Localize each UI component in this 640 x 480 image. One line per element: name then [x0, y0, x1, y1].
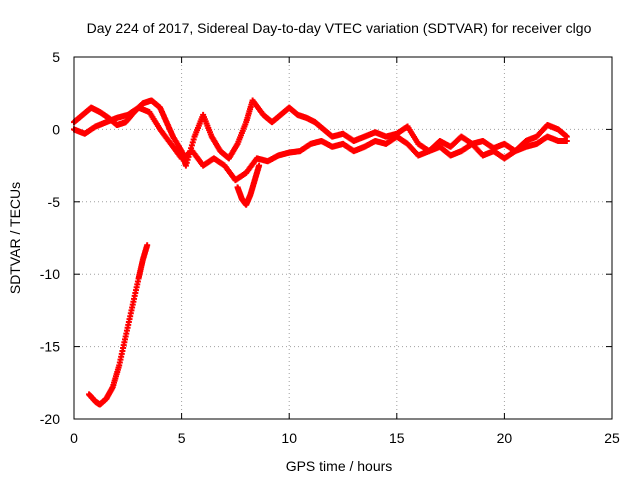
grid-lines: [74, 57, 612, 419]
y-tick-label: -10: [40, 266, 60, 282]
data-point: [563, 137, 570, 144]
axis-ticks: [73, 56, 613, 420]
x-tick-label: 10: [281, 430, 297, 446]
plot-border: [73, 56, 613, 420]
y-axis-label: SDTVAR / TECUs: [7, 182, 23, 294]
x-tick-label: 0: [70, 430, 78, 446]
y-tick-label: -5: [48, 194, 61, 210]
y-tick-label: -15: [40, 339, 60, 355]
x-tick-label: 20: [497, 430, 513, 446]
data-points: [71, 97, 570, 408]
y-tick-label: 5: [52, 49, 60, 65]
data-point: [256, 162, 263, 169]
chart-title: Day 224 of 2017, Sidereal Day-to-day VTE…: [87, 20, 592, 36]
series-dip-near-8h: [234, 162, 263, 208]
x-axis-label: GPS time / hours: [286, 458, 393, 474]
y-tick-label: -20: [40, 411, 60, 427]
x-tick-label: 25: [604, 430, 620, 446]
x-tick-label: 15: [389, 430, 405, 446]
data-point: [144, 242, 151, 249]
series-lower-track: [71, 104, 570, 184]
x-tick-label: 5: [178, 430, 186, 446]
tick-labels: 0 5 10 15 20 25 5 0 -5 -10 -15 -20: [40, 49, 620, 446]
y-tick-label: 0: [52, 121, 60, 137]
series-early-descent: [86, 242, 151, 408]
